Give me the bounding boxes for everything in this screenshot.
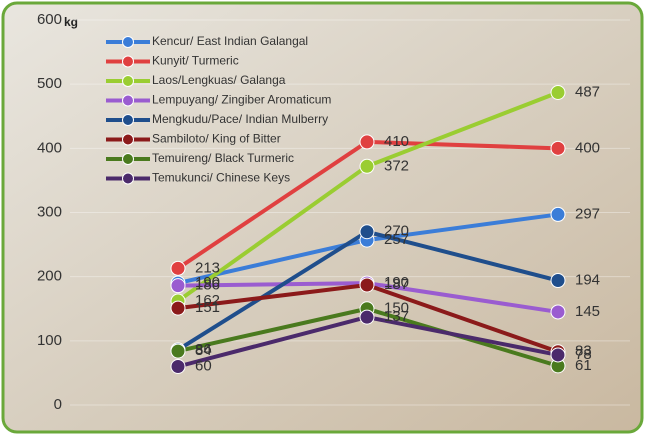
legend-label: Temukunci/ Chinese Keys bbox=[152, 171, 290, 185]
data-label: 145 bbox=[575, 303, 600, 320]
data-label: 187 bbox=[384, 276, 409, 293]
marker bbox=[171, 261, 185, 275]
legend-marker bbox=[123, 56, 134, 67]
legend-marker bbox=[123, 76, 134, 87]
data-label: 270 bbox=[384, 223, 409, 240]
y-tick-label: 300 bbox=[37, 203, 62, 220]
data-label: 60 bbox=[195, 357, 212, 374]
data-label: 151 bbox=[195, 299, 220, 316]
legend-marker bbox=[123, 154, 134, 165]
y-tick-label: 200 bbox=[37, 268, 62, 285]
data-label: 186 bbox=[195, 277, 220, 294]
legend-label: Temuireng/ Black Turmeric bbox=[152, 151, 294, 165]
legend-label: Kencur/ East Indian Galangal bbox=[152, 34, 308, 48]
legend-label: Sambiloto/ King of Bitter bbox=[152, 132, 281, 146]
marker bbox=[551, 207, 565, 221]
legend-marker bbox=[123, 37, 134, 48]
marker bbox=[551, 141, 565, 155]
legend-marker bbox=[123, 134, 134, 145]
marker bbox=[171, 344, 185, 358]
marker bbox=[360, 159, 374, 173]
marker bbox=[171, 279, 185, 293]
marker bbox=[171, 360, 185, 374]
legend-label: Lempuyang/ Zingiber Aromaticum bbox=[152, 93, 331, 107]
y-tick-label: 600 bbox=[37, 11, 62, 28]
y-tick-label: 400 bbox=[37, 139, 62, 156]
chart: kg 0100200300400500600190257297213410400… bbox=[0, 0, 645, 435]
legend-label: Kunyit/ Turmeric bbox=[152, 54, 239, 68]
data-label: 137 bbox=[384, 308, 409, 325]
legend-marker bbox=[123, 95, 134, 106]
data-label: 410 bbox=[384, 133, 409, 150]
data-label: 372 bbox=[384, 157, 409, 174]
data-label: 213 bbox=[195, 259, 220, 276]
marker bbox=[360, 225, 374, 239]
data-label: 78 bbox=[575, 346, 592, 363]
data-label: 400 bbox=[575, 139, 600, 156]
legend-label: Mengkudu/Pace/ Indian Mulberry bbox=[152, 112, 328, 126]
data-label: 194 bbox=[575, 271, 600, 288]
y-tick-label: 500 bbox=[37, 75, 62, 92]
y-unit: kg bbox=[64, 15, 78, 29]
marker bbox=[551, 274, 565, 288]
data-label: 297 bbox=[575, 205, 600, 222]
marker bbox=[360, 135, 374, 149]
legend-marker bbox=[123, 173, 134, 184]
marker bbox=[551, 305, 565, 319]
legend-label: Laos/Lengkuas/ Galanga bbox=[152, 73, 286, 87]
data-label: 487 bbox=[575, 83, 600, 100]
legend-marker bbox=[123, 115, 134, 126]
y-tick-label: 100 bbox=[37, 332, 62, 349]
marker bbox=[551, 348, 565, 362]
marker bbox=[171, 301, 185, 315]
y-tick-label: 0 bbox=[54, 396, 62, 413]
marker bbox=[360, 278, 374, 292]
marker bbox=[360, 310, 374, 324]
marker bbox=[551, 86, 565, 100]
